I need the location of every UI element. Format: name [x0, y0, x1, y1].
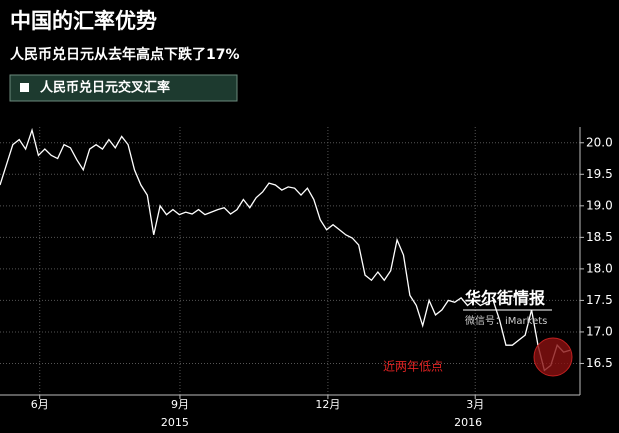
legend-label: 人民币兑日元交叉汇率: [40, 80, 170, 96]
watermark-subtitle: 微信号：iMarkets: [465, 314, 547, 327]
annotation: 近两年低点: [383, 360, 443, 374]
x-tick-label: 9月: [171, 398, 189, 411]
chart-title: 中国的汇率优势: [10, 9, 157, 33]
x-year-label: 2016: [454, 416, 482, 429]
chart-subtitle: 人民币兑日元从去年高点下跌了17%: [10, 46, 240, 63]
y-tick-label: 16.5: [586, 356, 613, 370]
y-tick-label: 17.0: [586, 324, 613, 338]
watermark-title: 华尔街情报: [465, 289, 545, 308]
y-tick-label: 18.5: [586, 230, 613, 244]
y-tick-label: 18.0: [586, 261, 613, 275]
y-tick-label: 19.5: [586, 167, 613, 181]
x-year-label: 2015: [161, 416, 189, 429]
legend-swatch: [20, 83, 29, 92]
x-tick-label: 6月: [31, 398, 49, 411]
low-highlight: [533, 337, 573, 377]
y-tick-label: 20.0: [586, 135, 613, 149]
y-tick-label: 19.0: [586, 198, 613, 212]
x-tick-label: 3月: [466, 398, 484, 411]
series-line: [0, 127, 571, 372]
y-tick-label: 17.5: [586, 293, 613, 307]
legend-box: [9, 74, 238, 102]
x-tick-label: 12月: [315, 398, 340, 411]
